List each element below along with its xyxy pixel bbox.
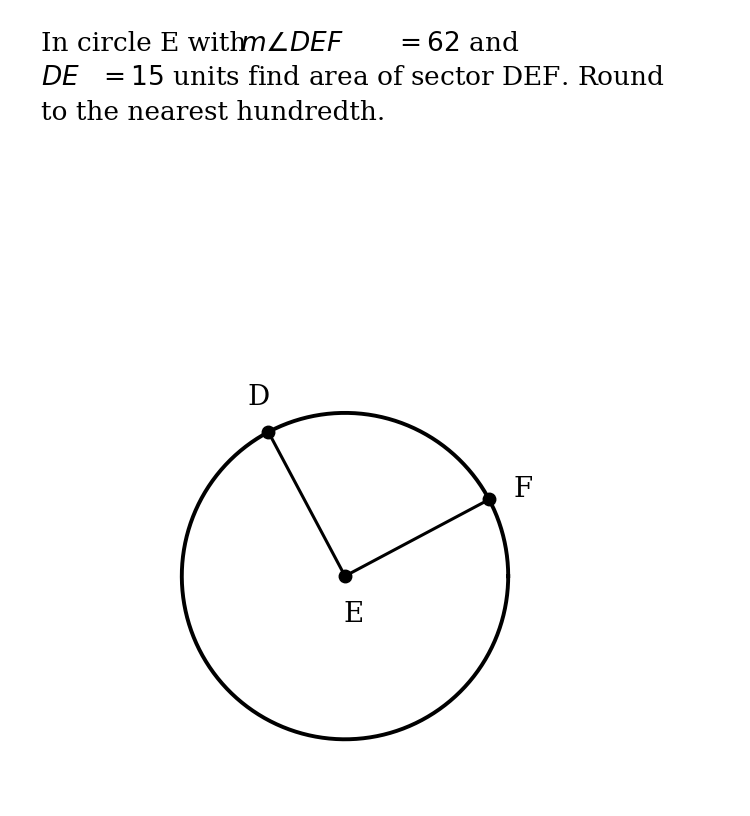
Text: E: E — [343, 601, 363, 628]
Text: D: D — [248, 384, 270, 410]
Text: $= 15$ units find area of sector DEF. Round: $= 15$ units find area of sector DEF. Ro… — [90, 65, 664, 91]
Text: $m\angle DEF$: $m\angle DEF$ — [240, 31, 344, 56]
Text: $DE$: $DE$ — [41, 65, 80, 91]
Text: F: F — [514, 477, 532, 503]
Text: $= 62$ and: $= 62$ and — [386, 31, 520, 56]
Text: to the nearest hundredth.: to the nearest hundredth. — [41, 100, 386, 125]
Text: In circle E with: In circle E with — [41, 31, 255, 56]
